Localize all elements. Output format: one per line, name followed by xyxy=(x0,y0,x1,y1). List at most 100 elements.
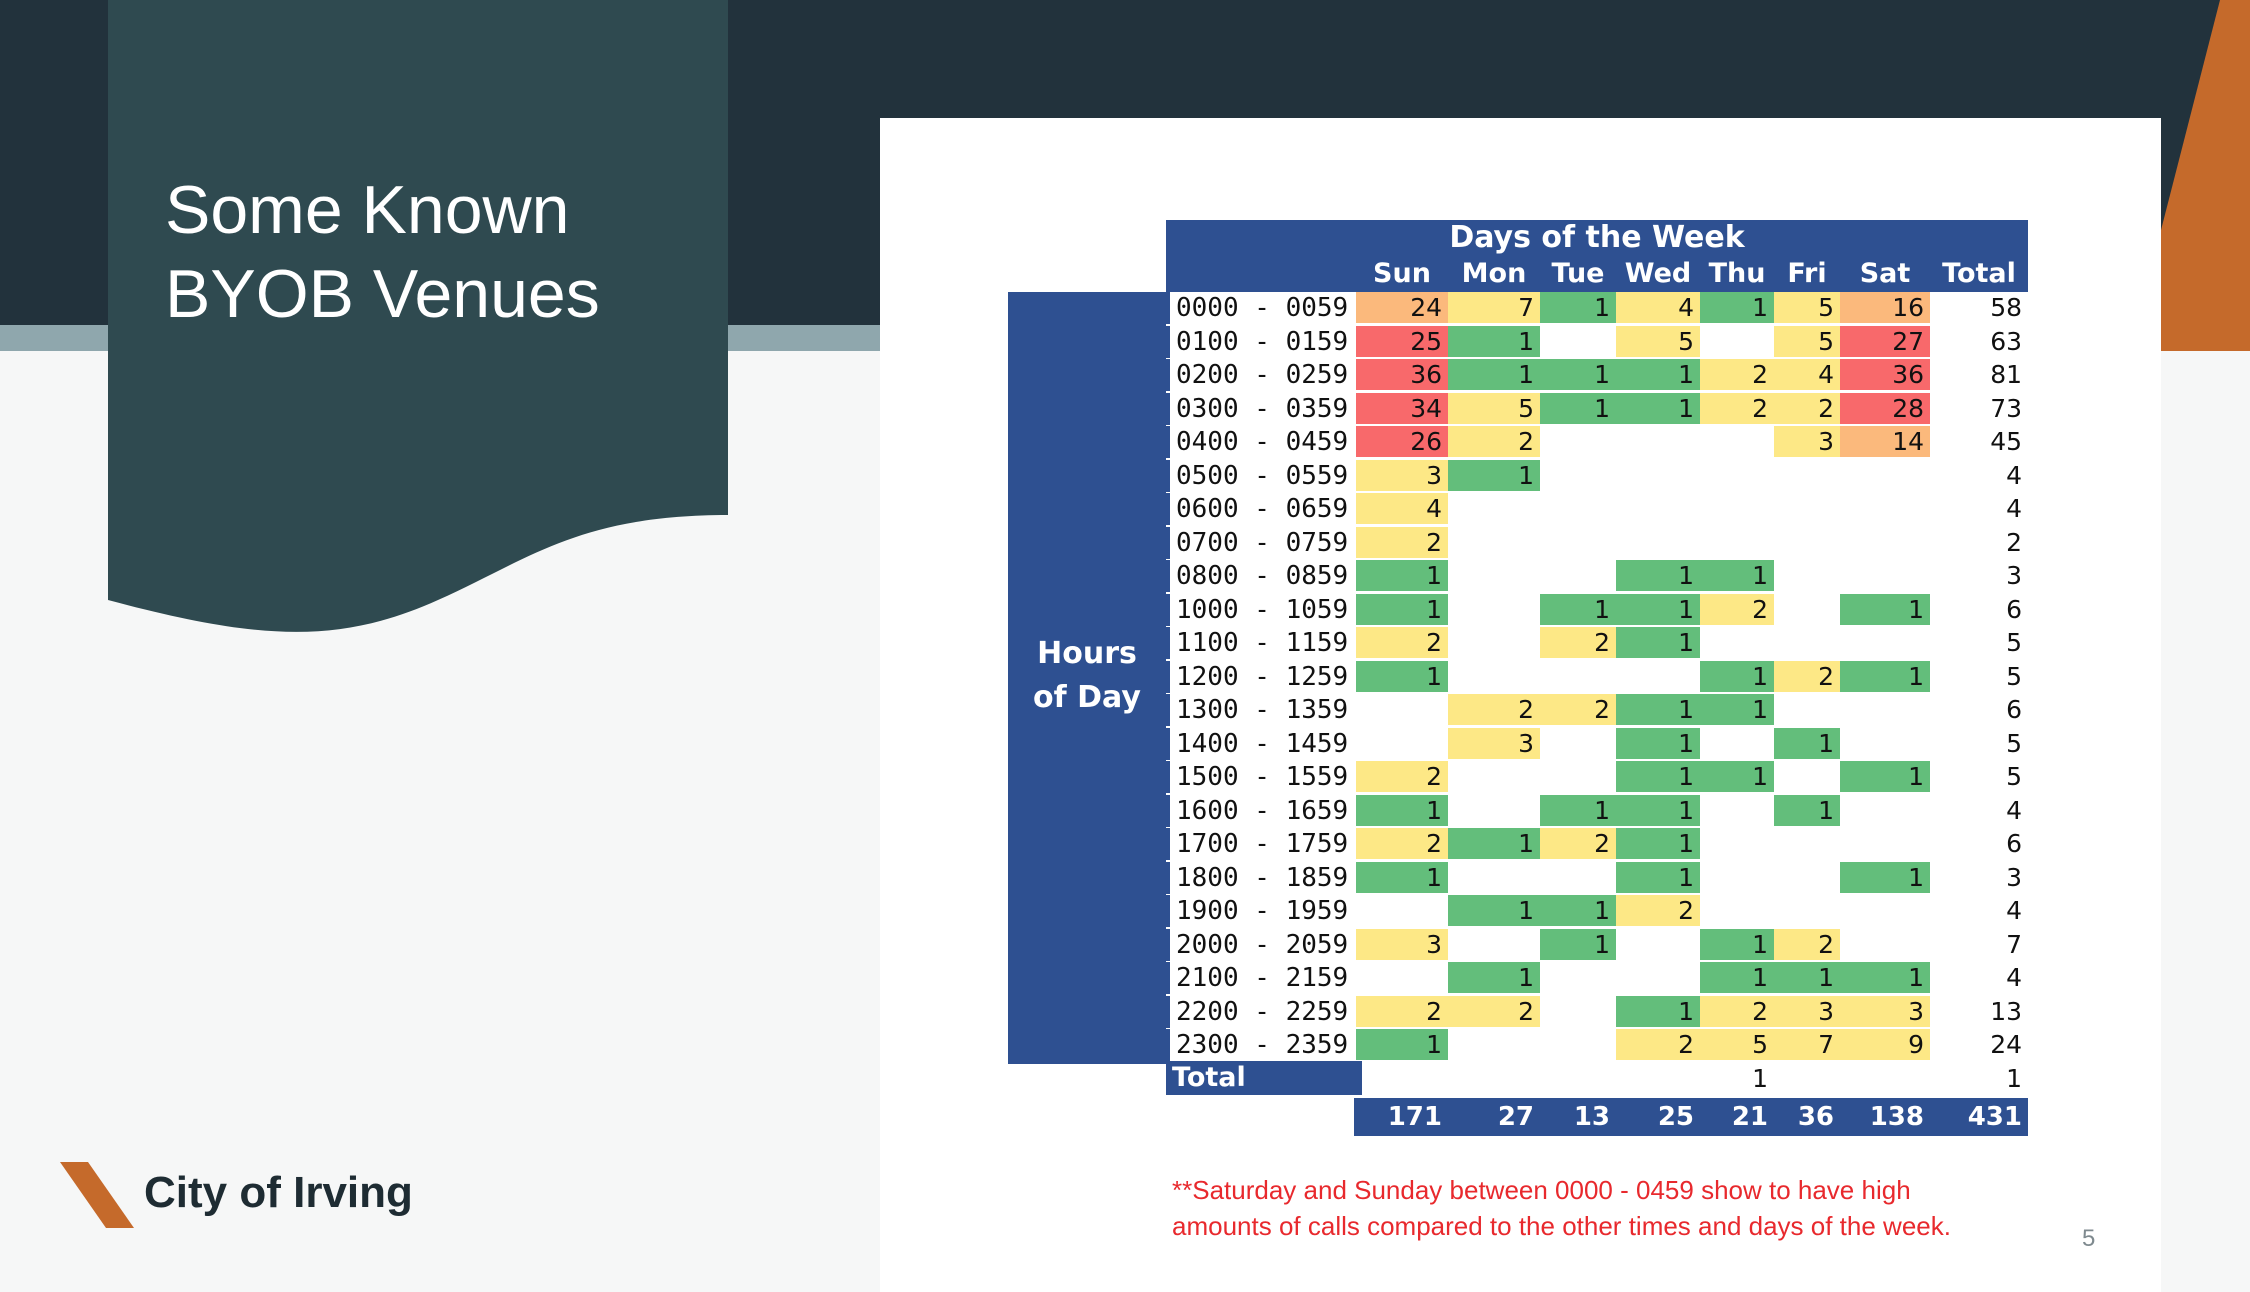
table-cell: 14 xyxy=(1840,426,1930,457)
table-cell: 2 xyxy=(1356,761,1448,792)
table-cell xyxy=(1840,1063,1930,1094)
table-cell xyxy=(1700,728,1774,759)
table-cell xyxy=(1840,895,1930,926)
table-cell xyxy=(1840,795,1930,826)
brand-name: City of Irving xyxy=(144,1168,413,1217)
hour-range-label: 0400 - 0459 xyxy=(1166,426,1366,458)
table-cell xyxy=(1540,426,1616,457)
table-cell: 1 xyxy=(1356,861,1448,893)
table-cell: 1 xyxy=(1700,292,1774,323)
table-cell: 2 xyxy=(1774,928,1840,960)
table-cell: 1 xyxy=(1540,392,1616,424)
table-cell: 3 xyxy=(1774,426,1840,457)
table-cell: 1 xyxy=(1356,794,1448,826)
hour-range-label: 0600 - 0659 xyxy=(1166,493,1366,525)
table-cell: 1 xyxy=(1448,828,1540,859)
table-cell: 26 xyxy=(1356,426,1448,457)
table-cell xyxy=(1700,326,1774,357)
total-row-label: Total xyxy=(1166,1060,1362,1095)
table-cell xyxy=(1448,493,1540,524)
column-header-sun: Sun xyxy=(1373,258,1431,289)
hour-range-label: 1200 - 1259 xyxy=(1166,660,1366,693)
table-cell xyxy=(1616,493,1700,524)
column-header-mon: Mon xyxy=(1461,258,1527,289)
row-total-cell: 13 xyxy=(1990,996,2022,1026)
table-cell xyxy=(1616,661,1700,692)
row-total-cell: 5 xyxy=(2006,661,2022,691)
table-cell: 1 xyxy=(1616,392,1700,424)
hour-range-label: 1000 - 1059 xyxy=(1166,593,1366,626)
table-cell xyxy=(1448,560,1540,591)
table-cell: 1 xyxy=(1540,895,1616,926)
hour-range-label: 0200 - 0259 xyxy=(1166,359,1366,391)
row-total-cell: 4 xyxy=(2006,494,2022,523)
table-cell: 2 xyxy=(1700,359,1774,390)
table-cell: 4 xyxy=(1356,493,1448,524)
table-cell: 1 xyxy=(1616,727,1700,759)
table-cell: 1 xyxy=(1774,794,1840,826)
table-cell xyxy=(1840,560,1930,591)
table-cell: 3 xyxy=(1356,928,1448,960)
table-cell xyxy=(1356,694,1448,725)
grand-totals-bar xyxy=(1354,1098,2028,1136)
column-header-wed: Wed xyxy=(1624,258,1692,289)
table-cell: 9 xyxy=(1840,1029,1930,1060)
table-cell xyxy=(1840,728,1930,759)
hour-range-label: 0800 - 0859 xyxy=(1166,560,1366,592)
row-total-cell: 6 xyxy=(2006,829,2022,858)
table-cell: 1 xyxy=(1840,593,1930,625)
table-cell xyxy=(1356,962,1448,993)
table-cell: 28 xyxy=(1840,392,1930,424)
table-cell xyxy=(1840,828,1930,859)
table-cell xyxy=(1540,862,1616,893)
table-cell: 2 xyxy=(1540,694,1616,725)
table-cell: 1 xyxy=(1540,794,1616,826)
table-cell: 7 xyxy=(1448,292,1540,323)
table-cell xyxy=(1448,1063,1540,1094)
table-cell: 2 xyxy=(1540,828,1616,859)
table-cell: 2 xyxy=(1616,895,1700,926)
table-cell: 2 xyxy=(1700,392,1774,424)
table-cell: 1 xyxy=(1616,593,1700,625)
hour-range-label: 2000 - 2059 xyxy=(1166,928,1366,961)
row-total-cell: 7 xyxy=(2006,929,2022,959)
table-cell: 2 xyxy=(1448,995,1540,1027)
table-cell xyxy=(1774,460,1840,491)
row-total-cell: 3 xyxy=(2006,561,2022,590)
table-header-title: Days of the Week xyxy=(1449,220,1745,255)
table-cell: 1 xyxy=(1356,660,1448,692)
table-cell xyxy=(1616,929,1700,960)
grand-total-fri: 36 xyxy=(1797,1102,1834,1132)
row-total-cell: 81 xyxy=(1990,360,2022,389)
row-total-cell: 3 xyxy=(2006,862,2022,892)
row-total-cell: 63 xyxy=(1990,326,2022,356)
table-cell: 1 xyxy=(1774,727,1840,759)
row-total-cell: 5 xyxy=(2006,628,2022,657)
footnote: **Saturday and Sunday between 0000 - 045… xyxy=(1172,1175,1951,1241)
table-cell: 2 xyxy=(1700,593,1774,625)
table-cell xyxy=(1840,493,1930,524)
side-label-line1: Hours xyxy=(1037,636,1137,671)
title-card xyxy=(108,0,728,632)
row-total-cell: 58 xyxy=(1990,293,2022,322)
table-cell xyxy=(1840,460,1930,491)
table-cell xyxy=(1616,426,1700,457)
table-cell xyxy=(1448,761,1540,792)
table-cell: 1 xyxy=(1540,928,1616,960)
table-cell: 1 xyxy=(1700,962,1774,993)
table-cell xyxy=(1540,460,1616,491)
table-cell: 2 xyxy=(1774,392,1840,424)
table-cell xyxy=(1774,895,1840,926)
table-cell: 3 xyxy=(1448,727,1540,759)
column-header-thu: Thu xyxy=(1708,258,1766,289)
hours-side-block: Hours of Day xyxy=(1008,292,1166,1064)
table-cell: 1 xyxy=(1840,962,1930,993)
row-total-cell: 5 xyxy=(2006,728,2022,758)
table-cell xyxy=(1774,627,1840,658)
column-header-sat: Sat xyxy=(1859,258,1911,289)
grand-total-sun: 171 xyxy=(1387,1102,1442,1132)
table-cell: 25 xyxy=(1356,325,1448,357)
table-cell: 1 xyxy=(1356,593,1448,625)
table-cell: 1 xyxy=(1700,560,1774,591)
table-cell: 2 xyxy=(1448,426,1540,457)
